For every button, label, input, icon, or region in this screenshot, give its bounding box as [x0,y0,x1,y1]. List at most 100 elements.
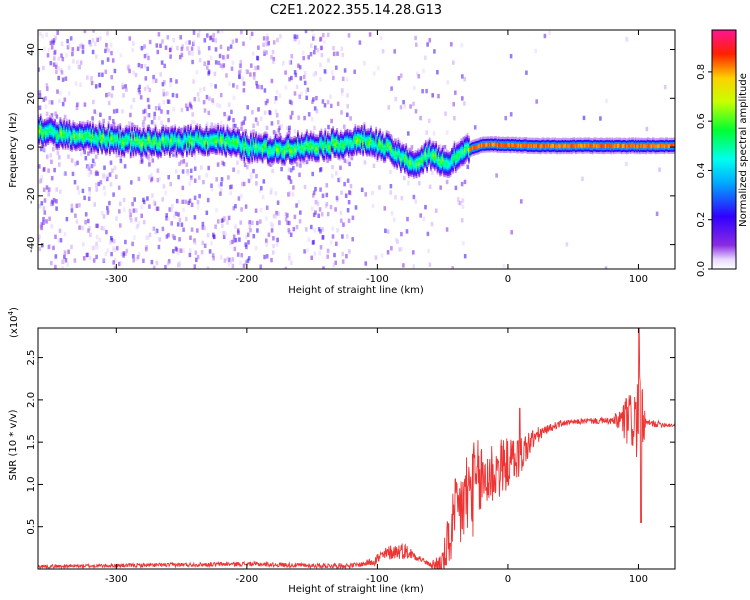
spectrogram-ridge-cell [282,161,285,164]
spectrogram-noise-cell [207,60,211,65]
spectrogram-ridge-cell [174,143,177,146]
spectrogram-ridge-cell [84,139,86,142]
spectrogram-ridge-cell [85,131,88,134]
spectrogram-noise-cell [222,231,226,236]
spectrogram-ridge-cell [282,145,285,148]
spectrogram-noise-cell [246,232,250,237]
spectrogram-noise-cell [127,64,130,69]
spectrogram-noise-cell [214,38,218,43]
spectrogram-ridge-cell [158,134,161,138]
spectrogram-ridge-cell [372,139,375,142]
spectrogram-ridge-cell [128,125,131,128]
spectrogram-ridge-cell [366,136,368,139]
spectrogram-ridge-cell [103,131,106,134]
spectrogram-ridge-cell [145,130,148,133]
spectrogram-noise-cell [444,111,447,116]
spectrogram-ridge-cell [235,145,238,148]
spectrogram-ridge-cell [287,133,290,137]
spectrogram-ridge-cell [347,136,350,139]
spectrogram-ridge-cell [368,148,371,151]
spectrogram-ridge-cell [226,141,229,145]
spectrogram-ridge-cell [280,151,282,154]
spectrogram-ridge-cell [84,141,86,144]
spectrogram-ridge-cell [127,131,130,135]
spectrogram-ridge-cell [295,136,298,140]
spectrogram-ridge-cell [285,138,287,141]
spectrogram-ridge-cell [264,131,267,134]
spectrogram-ridge-cell [248,152,251,155]
spectrogram-ridge-cell [54,140,56,144]
spectrogram-noise-cell [102,257,106,263]
spectrogram-ridge-cell [184,139,187,142]
spectrogram-ridge-cell [188,147,191,150]
spectrogram-noise-cell [275,242,279,247]
spectrogram-ridge-cell [270,156,273,160]
spectrogram-ridge-cell [68,129,71,132]
spectrogram-ridge-cell [54,134,56,138]
spectrogram-noise-cell [81,49,85,54]
spectrogram-ridge-cell [39,135,42,138]
spectrogram-ridge-cell [345,137,348,141]
spectrogram-noise-cell [259,264,262,269]
spectrogram-ridge-cell [285,146,287,149]
spectrogram-ridge-cell [162,148,165,151]
spectrogram-noise-cell [322,32,325,38]
spectrogram-ridge-cell [200,146,203,149]
spectrogram-ridge-cell [54,142,56,146]
spectrogram-noise-cell [128,68,131,74]
spectrogram-noise-cell [80,152,83,157]
spectrogram-noise-cell [243,116,247,121]
spectrogram-ridge-cell [85,143,88,146]
spectrogram-ridge-cell [367,149,370,152]
spectrogram-ridge-cell [47,140,50,143]
spectrogram-ridge-cell [270,160,273,164]
spectrogram-noise-cell [212,234,216,239]
spectrogram-ridge-cell [62,143,64,146]
spectrogram-ridge-cell [349,129,351,133]
spectrogram-noise-cell [310,117,314,122]
spectrogram-ridge-cell [109,142,111,145]
spectrogram-ridge-cell [195,129,197,132]
spectrogram-noise-cell [312,212,316,218]
spectrogram-noise-cell [223,111,226,117]
spectrogram-ridge-cell [212,141,214,145]
spectrogram-ridge-cell [263,146,265,149]
spectrogram-ridge-cell [192,129,195,132]
spectrogram-noise-cell [210,122,214,127]
spectrogram-noise-cell [247,240,250,245]
spectrogram-ridge-cell [229,143,231,147]
spectrogram-noise-cell [92,30,95,33]
spectrogram-ridge-cell [118,154,120,157]
spectrogram-ridge-cell [55,135,58,139]
spectrogram-ridge-cell [179,145,182,148]
spectrogram-ridge-cell [251,161,254,164]
spectrogram-ridge-cell [353,149,355,152]
spectrogram-ridge-cell [187,138,190,141]
spectrogram-ridge-cell [368,128,371,132]
spectrogram-ridge-cell [90,131,93,135]
spectrogram-ridge-cell [244,138,247,142]
spectrogram-noise-cell [169,54,172,59]
spectrogram-ridge-cell [291,158,294,161]
spectrogram-ridge-cell [175,153,178,156]
spectrogram-ridge-cell [43,125,46,128]
spectrogram-ridge-cell [261,139,264,142]
spectrogram-ridge-cell [124,139,127,142]
spectrogram-ridge-cell [178,138,180,141]
spectrogram-noise-cell [167,216,170,222]
spectrogram-noise-cell [203,61,206,66]
spectrogram-ridge-cell [252,135,255,139]
spectrogram-ridge-cell [88,145,90,148]
spectrogram-ridge-cell [323,157,325,160]
spectrogram-ridge-cell [99,144,102,147]
spectrogram-ridge-cell [163,147,166,151]
spectrogram-ridge-cell [362,140,364,143]
spectrogram-ridge-cell [128,139,131,142]
spectrogram-ridge-cell [286,151,289,155]
spectrogram-ridge-cell [120,131,123,134]
spectrogram-ridge-cell [213,145,216,148]
spectrogram-ridge-cell [51,138,54,141]
spectrogram-ridge-cell [313,149,316,152]
spectrogram-ridge-cell [187,136,190,139]
spectrogram-ridge-cell [337,135,340,139]
